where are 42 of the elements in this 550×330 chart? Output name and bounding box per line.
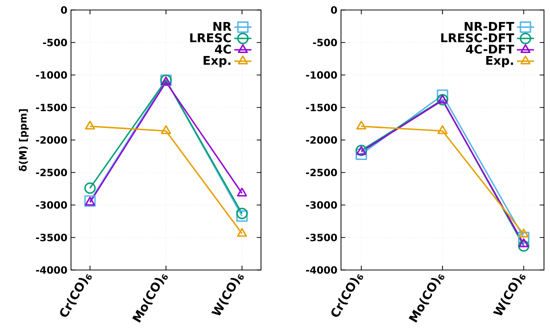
point: [84, 182, 96, 194]
legend-label: LRESC: [190, 33, 231, 42]
y-tick-label: -3500: [306, 234, 337, 242]
point: [356, 148, 368, 160]
legend-label: NR-DFT: [464, 22, 514, 31]
point: [518, 232, 530, 244]
y-tick-label: -500: [42, 38, 67, 46]
point: [236, 188, 248, 196]
y-tick-label: -2500: [306, 168, 337, 176]
point: [518, 240, 530, 252]
point: [160, 125, 172, 134]
y-tick-label: -3000: [306, 201, 337, 209]
y-tick-label: -2000: [36, 136, 67, 144]
y-axis-title: δ(M) [ppm]: [18, 109, 29, 172]
y-tick-label: -1500: [36, 104, 67, 112]
point: [84, 120, 96, 130]
legend-label: Exp.: [486, 56, 514, 68]
point: [437, 125, 448, 134]
legend-label: NR: [213, 22, 232, 31]
legend-label: LRESC-DFT: [441, 33, 514, 42]
y-tick-label: -1000: [36, 71, 67, 79]
y-tick-label: -2500: [36, 168, 67, 176]
point: [236, 228, 248, 237]
point: [518, 228, 529, 238]
point: [236, 210, 248, 222]
y-tick-label: -3500: [36, 234, 67, 242]
legend-label: 4C-DFT: [466, 44, 514, 54]
legend-label: Exp.: [204, 56, 230, 68]
y-tick-label: 0: [330, 6, 337, 14]
y-tick-label: -1000: [306, 71, 337, 79]
point: [236, 208, 248, 220]
point: [356, 120, 366, 130]
y-tick-label: -2000: [306, 136, 337, 144]
y-tick-label: -1500: [306, 104, 337, 112]
y-tick-label: -4000: [36, 266, 67, 274]
y-tick-label: -3000: [36, 201, 67, 209]
y-tick-label: 0: [60, 6, 67, 14]
y-tick-label: -4000: [306, 266, 337, 274]
y-tick-label: -500: [312, 38, 337, 46]
point: [518, 238, 529, 248]
point: [436, 89, 448, 101]
legend-label: 4C: [215, 44, 231, 54]
